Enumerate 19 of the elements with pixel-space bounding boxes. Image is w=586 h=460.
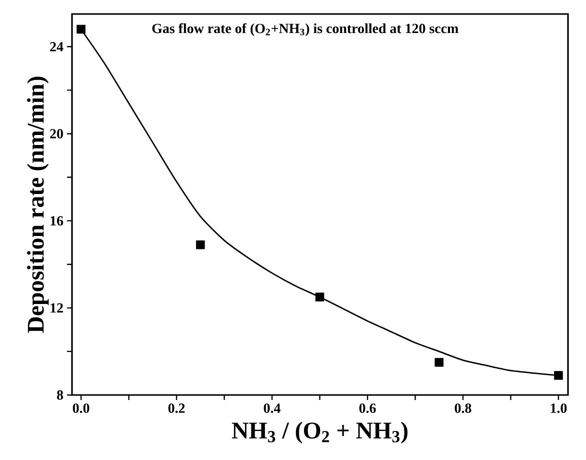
x-tick-label: 0.0: [72, 403, 90, 413]
x-tick-label: 1.0: [550, 403, 567, 413]
y-tick-label: 12: [50, 303, 63, 313]
annotation: Gas flow rate of (O$_{2}$+NH$_{3}$) is controlled at 120 sccm: [152, 23, 458, 36]
y-tick-label: 16: [50, 216, 64, 226]
x-tick-label: 0.8: [454, 403, 472, 413]
x-tick-label: 0.2: [168, 403, 185, 413]
y-tick-label: 8: [56, 390, 64, 400]
x-tick-label: 0.4: [264, 403, 280, 413]
point: [196, 240, 205, 250]
x-tick-label: 0.6: [359, 403, 376, 413]
point: [434, 358, 444, 367]
point: [554, 371, 563, 380]
point: [315, 292, 324, 302]
point: [76, 24, 86, 34]
y-tick-label: 24: [50, 42, 64, 52]
y-tick-label: 20: [50, 129, 63, 138]
y-axis-title: Deposition rate (nm/min): [27, 76, 49, 333]
x-axis-title: NH$_{3}$ / (O$_{2}$ + NH$_{3}$): [232, 422, 408, 444]
